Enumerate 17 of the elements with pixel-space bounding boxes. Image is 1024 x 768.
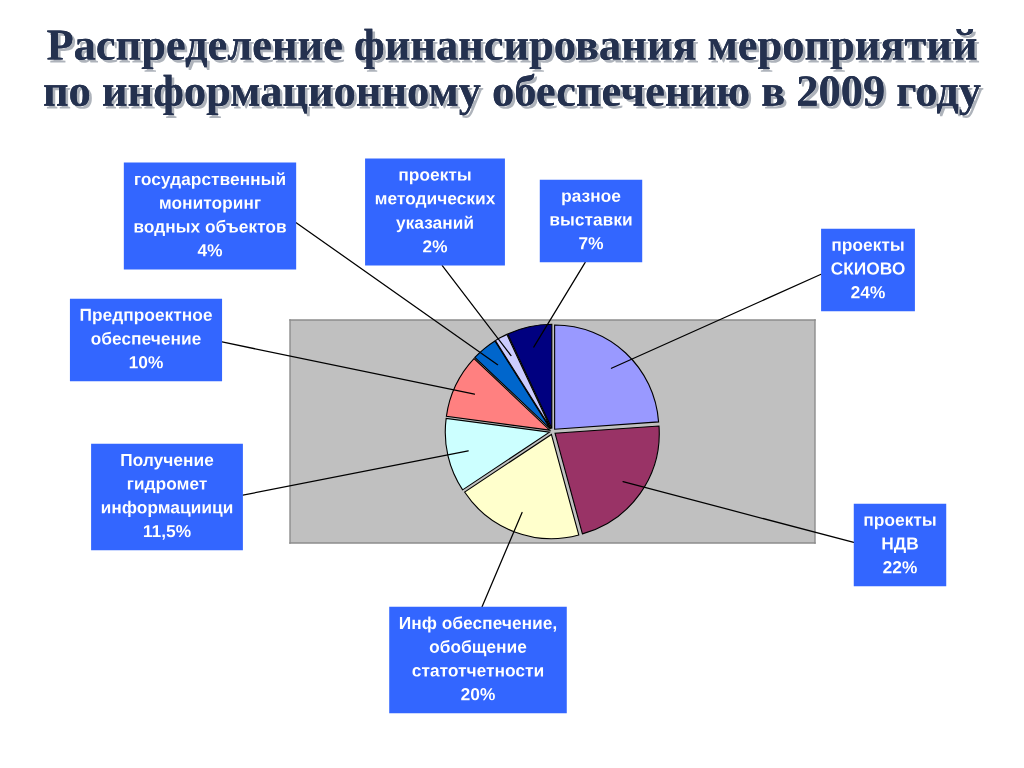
slice-label: проекты НДВ: [864, 516, 936, 553]
slice-label: проекты методических указаний: [375, 171, 496, 233]
data-label: 24%: [851, 286, 885, 299]
data-label: 22%: [883, 561, 917, 574]
slice-label: Инф обеспечение, обобщение статотчетности: [399, 616, 557, 677]
slice-label: разное выставки: [550, 192, 632, 226]
chart-title: Распределение финансирования мероприятий по информационному обеспечению в 2009 году: [44, 28, 984, 119]
slice-label: Предпроектное обеспечение: [80, 308, 212, 345]
data-label: 10%: [129, 356, 163, 369]
slice-label: проекты СКИОВО: [831, 241, 905, 275]
data-label: 2%: [423, 240, 448, 253]
data-label: 11,5%: [143, 525, 191, 540]
data-label: 20%: [461, 688, 495, 701]
slice-label: Получение гидромет информациици: [101, 453, 233, 517]
slice-label: государственный мониторинг водных объектов: [134, 172, 286, 236]
data-label: 4%: [197, 244, 223, 257]
data-label: 7%: [579, 237, 604, 250]
